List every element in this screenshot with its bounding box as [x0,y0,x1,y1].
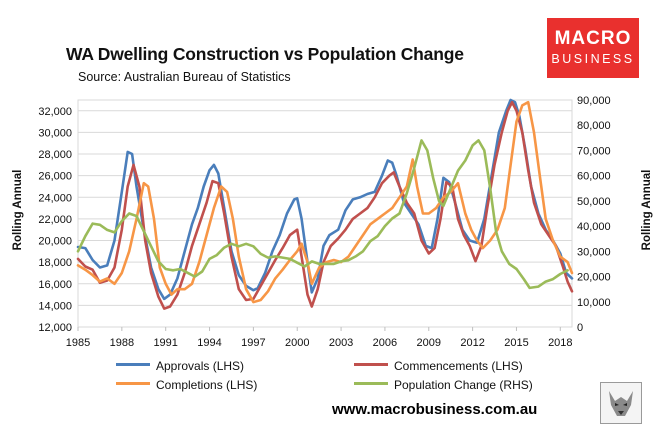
legend-label-completions: Completions (LHS) [156,377,258,392]
series-line-completions [76,100,574,304]
wolf-mascot-icon [600,382,642,424]
y-left-tick-label: 22,000 [38,214,72,226]
gridlines [77,99,573,328]
logo-line-1: MACRO [554,28,632,49]
legend-approvals: Approvals (LHS) [116,357,244,373]
x-tick-label: 2006 [373,337,397,349]
x-tick-label: 2018 [548,337,572,349]
y-right-tick-label: 40,000 [577,221,611,233]
legend-population: Population Change (RHS) [354,376,533,392]
y-right-tick-label: 20,000 [577,272,611,284]
legend-label-commencements: Commencements (LHS) [394,358,523,373]
macrobusiness-logo: MACRO BUSINESS [547,18,639,78]
y-left-tick-label: 18,000 [38,257,72,269]
y-left-tick-label: 12,000 [38,322,72,334]
x-tick-label: 1985 [66,337,90,349]
chart-subtitle: Source: Australian Bureau of Statistics [78,70,291,84]
x-tick-label: 1997 [241,337,265,349]
legend-label-approvals: Approvals (LHS) [156,358,245,373]
chart-title: WA Dwelling Construction vs Population C… [66,44,464,64]
y-left-tick-label: 26,000 [38,171,72,183]
y-right-tick-label: 10,000 [577,297,611,309]
axis-ticks: 12,000 14,000 16,000 18,000 20,000 22,000 24,0… [38,95,610,349]
x-tick-label: 2003 [329,337,353,349]
y-left-tick-label: 24,000 [38,192,72,204]
y-left-tick-label: 30,000 [38,127,72,139]
y-axis-right-title: Rolling Annual [641,170,653,251]
y-left-tick-label: 14,000 [38,300,72,312]
y-right-tick-label: 30,000 [577,246,611,258]
y-right-tick-label: 90,000 [577,95,611,107]
x-tick-label: 1994 [197,337,221,349]
legend-label-population: Population Change (RHS) [394,377,533,392]
y-axis-left-title: Rolling Annual [12,170,24,251]
legend-swatch-population [354,382,388,386]
x-tick-label: 1988 [110,337,134,349]
y-right-tick-label: 70,000 [577,145,611,157]
x-tick-label: 1991 [153,337,177,349]
x-tick-label: 2015 [504,337,528,349]
legend-completions: Completions (LHS) [116,376,257,392]
y-left-tick-label: 28,000 [38,149,72,161]
website-link[interactable]: www.macrobusiness.com.au [332,401,538,418]
series-line-population-change [76,139,569,290]
logo-line-2: BUSINESS [551,52,635,66]
x-tick-label: 2009 [417,337,441,349]
y-right-tick-label: 0 [577,322,583,334]
y-right-tick-label: 50,000 [577,196,611,208]
y-left-tick-label: 16,000 [38,279,72,291]
y-left-tick-label: 20,000 [38,236,72,248]
series-line-commencements [76,100,574,310]
y-right-tick-label: 60,000 [577,171,611,183]
legend-commencements: Commencements (LHS) [354,357,523,373]
legend-swatch-commencements [354,363,388,367]
x-tick-label: 2000 [285,337,309,349]
y-right-tick-label: 80,000 [577,120,611,132]
series-lines [76,98,574,310]
legend-swatch-completions [116,382,150,386]
x-tick-label: 2012 [460,337,484,349]
y-left-tick-label: 32,000 [38,106,72,118]
legend-swatch-approvals [116,363,150,367]
series-line-approvals [76,98,574,301]
